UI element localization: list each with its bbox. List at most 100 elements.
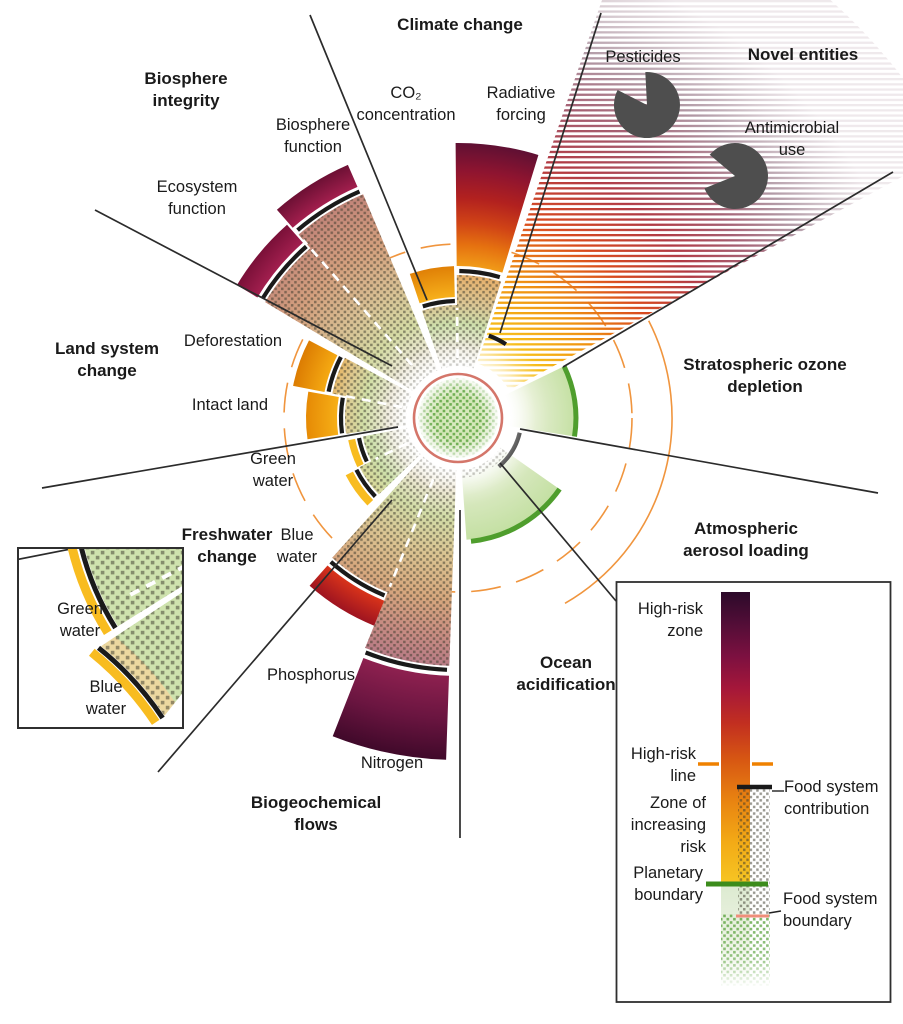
contribution-arc-phosphorus (329, 560, 386, 598)
legend-food-boundary-1: Food system (783, 890, 877, 908)
label-deforestation: Deforestation (184, 332, 282, 350)
ocean-planetary-boundary-arc (470, 487, 562, 544)
label-ecosystem-function-2: function (168, 200, 226, 218)
subdivision-dashed-line (302, 239, 414, 367)
inset-greenwater-dots-texture (84, 548, 183, 627)
label-bluewater-2: water (276, 548, 318, 566)
legend-high-risk-zone-1: High-risk (638, 600, 704, 618)
label-climate-change: Climate change (397, 15, 523, 34)
legend-contribution-2: contribution (784, 800, 869, 818)
blue-water-boundary-band (345, 471, 374, 506)
label-antimicrobial-2: use (779, 141, 806, 159)
divider-novel-ozone (562, 171, 894, 368)
radiative-forcing-band (455, 142, 539, 273)
legend-marker-lines (698, 762, 784, 918)
dotted-wedge-biogeochemical-texture (332, 456, 457, 666)
ozone-planetary-boundary-arc (561, 365, 579, 437)
label-land-1: Land system (55, 339, 159, 358)
pesticides-pie-icon (613, 72, 680, 139)
label-radiative-1: Radiative (487, 84, 556, 102)
contribution-arc-radiative-forcing (459, 268, 501, 280)
divider-biosphere-climate (309, 14, 428, 301)
planetary-wheel: Climate change CO₂ concentration Radiati… (41, 0, 903, 838)
inset-greenwater-contribution-arc (78, 548, 118, 630)
inset-divider-line (18, 548, 81, 561)
legend-food-boundary-connector (768, 910, 782, 914)
label-biosphere-1: Biosphere (144, 69, 227, 88)
inset-bluewater-yellow-dots-texture (101, 636, 176, 716)
divider-climate-novel (499, 12, 602, 334)
inset-bluewater-contribution-arc (96, 645, 165, 720)
label-ozone-2: depletion (727, 377, 803, 396)
label-biosphere-function-1: Biosphere (276, 116, 350, 134)
contribution-arc-biosphere-function (296, 189, 361, 232)
dotted-wedge-biosphere-texture (265, 194, 438, 392)
deforestation-band (293, 340, 338, 392)
green-water-boundary-band (348, 438, 364, 468)
freshwater-inset: Green water Blue water (17, 547, 184, 729)
legend-high-risk-zone-2: zone (667, 622, 703, 640)
legend-contribution-1: Food system (784, 778, 878, 796)
label-aerosol-2: aerosol loading (683, 541, 809, 560)
legend-planetary-1: Planetary (633, 864, 703, 882)
legend-key: High-risk zone High-risk line Zone of in… (615, 581, 892, 1003)
subdivision-dashed-line (337, 393, 403, 409)
divider-ozone-aerosol (519, 428, 879, 494)
legend-zone-risk-2: increasing (631, 816, 706, 834)
contribution-arc-intact-land (338, 397, 345, 434)
label-biosphere-2: integrity (152, 91, 220, 110)
contribution-arc-green-water (356, 437, 369, 463)
label-co2-1: CO₂ (390, 84, 421, 102)
contribution-arc-nitrogen (364, 650, 448, 672)
label-ocean-1: Ocean (540, 653, 592, 672)
label-phosphorus: Phosphorus (267, 666, 355, 684)
center-safe-zone-dots (418, 378, 498, 458)
inset-label-greenwater-1: Green (57, 600, 103, 618)
label-aerosol-1: Atmospheric (694, 519, 798, 538)
label-biosphere-function-2: function (284, 138, 342, 156)
label-land-2: change (77, 361, 137, 380)
ecosystem-function-band (236, 224, 303, 298)
legend-zone-risk-3: risk (680, 838, 706, 856)
wheel-wedges (236, 0, 903, 760)
label-freshwater-2: change (197, 547, 257, 566)
high-risk-outer-arc (564, 320, 673, 604)
sector-divider-lines (41, 12, 894, 838)
label-greenwater-2: water (252, 472, 294, 490)
high-risk-line-circle (283, 243, 633, 593)
label-ocean-2: acidification (516, 675, 615, 694)
label-biogeo-1: Biogeochemical (251, 793, 381, 812)
label-pesticides: Pesticides (605, 48, 680, 66)
label-radiative-2: forcing (496, 106, 546, 124)
contribution-arc-blue-water (354, 468, 377, 498)
contribution-arc-co2 (422, 298, 455, 309)
label-bluewater-1: Blue (280, 526, 313, 544)
legend-high-risk-line-2: line (670, 767, 696, 785)
novel-entities-striped-sector (476, 0, 903, 391)
divider-biogeo-freshwater (157, 499, 393, 773)
divider-freshwater-land (41, 426, 399, 489)
contribution-arc-deforestation (326, 356, 343, 393)
inset-white-dash (127, 564, 183, 598)
contribution-arc-novel-entities (488, 333, 508, 346)
inset-label-greenwater-2: water (59, 622, 101, 640)
label-co2-2: concentration (356, 106, 455, 124)
inset-bluewater-dots-texture (115, 591, 183, 703)
legend-green-dots (721, 914, 770, 986)
label-nitrogen: Nitrogen (361, 754, 423, 772)
divider-aerosol-ocean (499, 462, 617, 602)
intact-land-band (306, 391, 339, 440)
legend-high-risk-line-1: High-risk (631, 745, 697, 763)
label-intact-land: Intact land (192, 396, 268, 414)
label-novel-entities: Novel entities (748, 45, 859, 64)
label-antimicrobial-1: Antimicrobial (745, 119, 839, 137)
wheel-labels: Climate change CO₂ concentration Radiati… (55, 15, 858, 834)
legend-contribution-dots (738, 787, 770, 916)
nitrogen-band (332, 658, 449, 760)
co2-band (409, 266, 455, 304)
inset-label-bluewater-2: water (85, 700, 127, 718)
label-freshwater-1: Freshwater (182, 525, 273, 544)
contribution-arc-ecosystem-function (260, 244, 308, 300)
